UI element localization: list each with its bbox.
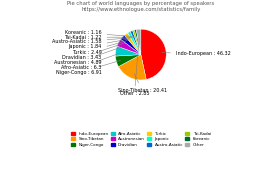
Wedge shape (141, 29, 166, 79)
Wedge shape (136, 29, 141, 55)
Wedge shape (130, 31, 141, 55)
Wedge shape (133, 30, 141, 55)
Legend: Indo-European, Sino-Tibetan, Niger-Congo, Afro-Asiatic, Austronesian, Dravidian,: Indo-European, Sino-Tibetan, Niger-Congo… (69, 130, 213, 148)
Text: Japonic : 1.84: Japonic : 1.84 (68, 39, 130, 50)
Text: Sino-Tibetan : 20.41: Sino-Tibetan : 20.41 (118, 74, 167, 93)
Text: Niger-Congo : 6.91: Niger-Congo : 6.91 (56, 60, 121, 75)
Text: Afro-Asiatic : 6.3: Afro-Asiatic : 6.3 (61, 53, 120, 70)
Wedge shape (134, 30, 141, 55)
Text: Other : 2.85: Other : 2.85 (120, 39, 149, 96)
Text: Turkic : 2.49: Turkic : 2.49 (72, 40, 127, 55)
Text: Austronesian : 4.89: Austronesian : 4.89 (54, 47, 122, 65)
Text: Dravidian : 3.43: Dravidian : 3.43 (62, 43, 125, 60)
Wedge shape (117, 39, 141, 55)
Text: Indo-European : 46.32: Indo-European : 46.32 (162, 51, 231, 56)
Title: Pie chart of world languages by percentage of speakers
https://www.ethnologue.co: Pie chart of world languages by percenta… (67, 1, 214, 12)
Wedge shape (115, 55, 141, 67)
Wedge shape (115, 46, 141, 56)
Text: Austro-Asiatic : 1.58: Austro-Asiatic : 1.58 (52, 38, 131, 44)
Wedge shape (124, 33, 141, 55)
Wedge shape (118, 55, 146, 80)
Text: Tai-Kadai : 1.22: Tai-Kadai : 1.22 (64, 35, 133, 40)
Wedge shape (121, 35, 141, 55)
Text: Koreanic : 1.16: Koreanic : 1.16 (65, 30, 134, 37)
Wedge shape (128, 31, 141, 55)
